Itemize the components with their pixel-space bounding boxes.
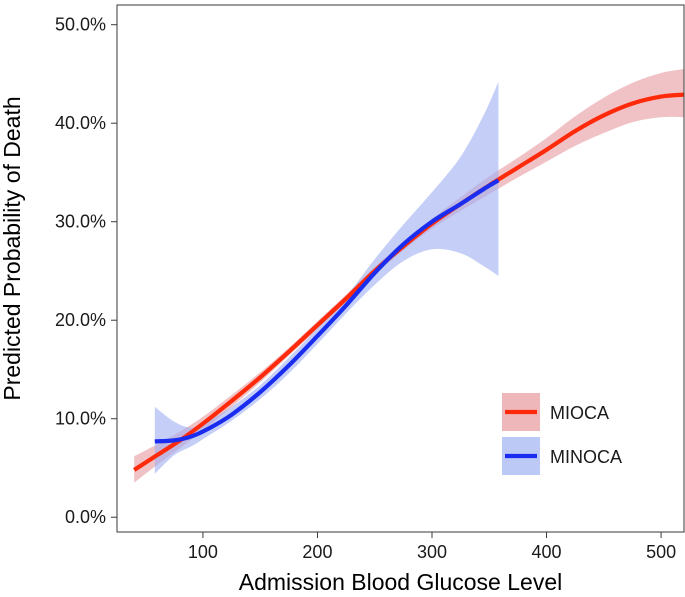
x-tick-label: 300 xyxy=(417,542,447,562)
y-tick-label: 40.0% xyxy=(55,113,106,133)
series-line-minoca xyxy=(154,178,500,444)
legend-label-mioca: MIOCA xyxy=(550,403,609,423)
x-axis-title: Admission Blood Glucose Level xyxy=(239,569,562,595)
x-tick-label: 100 xyxy=(188,542,218,562)
series-lines xyxy=(133,92,685,472)
y-tick-label: 30.0% xyxy=(55,212,106,232)
x-tick-label: 500 xyxy=(646,542,676,562)
confidence-band-mioca xyxy=(134,69,684,483)
legend: MIOCA MINOCA xyxy=(502,393,622,475)
y-tick-label: 10.0% xyxy=(55,409,106,429)
y-tick-label: 50.0% xyxy=(55,15,106,35)
y-axis-title: Predicted Probability of Death xyxy=(0,96,25,400)
plot-frame xyxy=(116,4,685,533)
y-tick-label: 20.0% xyxy=(55,310,106,330)
y-tick-label: 0.0% xyxy=(65,507,106,527)
x-tick-label: 200 xyxy=(302,542,332,562)
legend-label-minoca: MINOCA xyxy=(550,447,622,467)
axes: 100 200 300 400 500 0.0% 10.0% 20.0% 30.0% 40.0% 5… xyxy=(55,15,676,562)
x-tick-label: 400 xyxy=(532,542,562,562)
